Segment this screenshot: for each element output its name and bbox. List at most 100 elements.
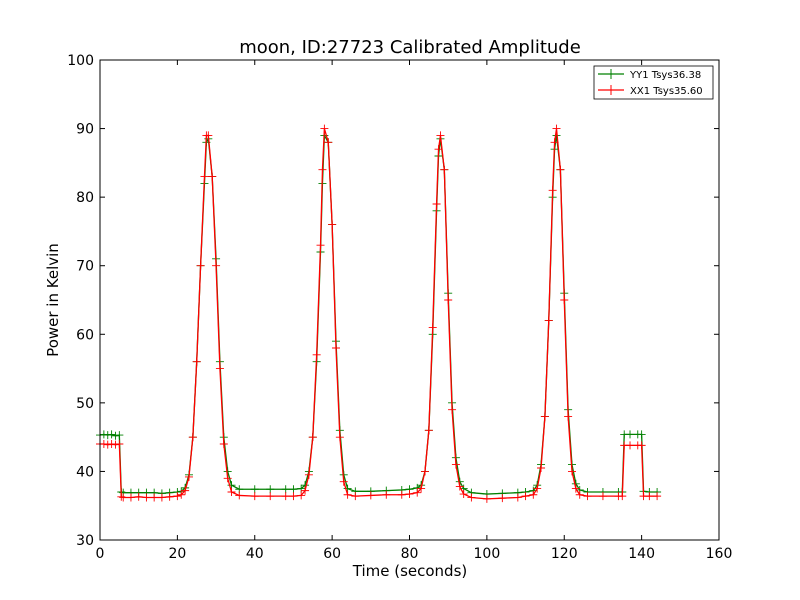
data-point	[150, 493, 159, 502]
data-point	[537, 464, 546, 472]
data-point	[117, 492, 126, 501]
data-point	[324, 138, 333, 147]
data-point	[188, 433, 197, 442]
data-point	[343, 490, 352, 499]
y-axis-label: Power in Kelvin	[44, 243, 62, 357]
data-point	[548, 186, 557, 195]
data-point	[434, 145, 443, 154]
data-point	[645, 492, 654, 501]
data-point	[598, 492, 607, 501]
y-tick-label: 40	[76, 464, 94, 480]
data-point	[513, 493, 522, 502]
data-point	[219, 440, 228, 448]
data-point	[550, 138, 559, 147]
x-tick-label: 80	[401, 546, 419, 562]
data-point	[498, 494, 507, 503]
data-point	[281, 485, 290, 494]
data-point	[618, 492, 627, 501]
series-layer	[96, 124, 662, 503]
legend-entry-xx1: XX1 Tsys35.60	[598, 85, 703, 97]
x-tick-label: 140	[628, 546, 655, 562]
data-point	[103, 440, 112, 449]
legend-label-xx1: XX1 Tsys35.60	[630, 86, 703, 97]
data-point	[111, 440, 120, 449]
data-point	[200, 172, 209, 181]
data-point	[417, 484, 426, 493]
x-tick-label: 0	[96, 546, 105, 562]
data-point	[413, 488, 422, 497]
data-point	[440, 165, 449, 174]
data-point	[482, 494, 491, 503]
data-point	[181, 486, 190, 495]
data-point	[544, 316, 553, 325]
data-point	[204, 131, 213, 140]
data-point	[567, 467, 576, 476]
data-point	[250, 492, 259, 501]
legend-entry-yy1: YY1 Tsys36.38	[598, 69, 701, 81]
data-point	[308, 433, 317, 442]
data-point	[448, 405, 457, 414]
series-xx1	[96, 124, 662, 503]
data-point	[223, 474, 232, 483]
y-tick-label: 70	[76, 259, 94, 275]
data-point	[115, 440, 124, 448]
data-point	[304, 470, 313, 479]
data-point	[320, 124, 329, 133]
data-point	[552, 124, 561, 133]
plot-frame	[99, 59, 720, 541]
data-point	[177, 490, 186, 499]
data-point	[424, 426, 433, 435]
data-point	[626, 441, 635, 450]
data-point	[142, 493, 151, 502]
data-point	[533, 484, 542, 493]
y-tick-label: 100	[67, 53, 94, 69]
data-point	[451, 460, 460, 469]
data-point	[339, 477, 348, 486]
y-tick-labels: 30 40 50 60 70 80 90 100	[67, 53, 94, 549]
x-tick-label: 60	[323, 546, 341, 562]
data-point	[99, 440, 108, 448]
data-point	[575, 490, 584, 499]
plot-background	[100, 60, 719, 540]
data-point	[184, 472, 193, 481]
data-point	[297, 491, 306, 500]
y-tick-label: 60	[76, 327, 94, 343]
data-point	[556, 165, 565, 174]
data-point	[637, 430, 646, 439]
x-tick-label: 120	[551, 546, 578, 562]
data-point	[405, 490, 414, 499]
data-point	[436, 131, 445, 140]
data-point	[444, 296, 453, 304]
data-point	[196, 261, 205, 270]
data-point	[382, 490, 391, 499]
data-point	[134, 492, 143, 501]
data-point	[289, 485, 298, 494]
data-point	[626, 430, 635, 439]
data-point	[331, 344, 340, 352]
data-point	[432, 200, 441, 208]
data-point	[351, 492, 360, 501]
data-point	[318, 165, 327, 174]
x-tick-label: 40	[246, 546, 264, 562]
data-point	[235, 491, 244, 500]
legend-marker-yy1	[606, 69, 616, 79]
data-point	[281, 492, 290, 501]
y-tick-label: 30	[76, 533, 94, 549]
plot-area	[96, 59, 720, 541]
data-point	[312, 350, 321, 359]
data-point	[459, 490, 468, 499]
data-point	[227, 488, 236, 496]
data-point	[103, 431, 112, 440]
data-point	[266, 492, 275, 501]
data-point	[366, 491, 375, 500]
data-point	[250, 485, 259, 494]
x-tick-label: 160	[706, 546, 733, 562]
data-point	[165, 492, 174, 501]
data-point	[227, 481, 236, 490]
data-point	[111, 431, 120, 440]
chart-title: moon, ID:27723 Calibrated Amplitude	[239, 37, 581, 58]
data-point	[107, 430, 116, 439]
data-point	[297, 484, 306, 493]
x-tick-label: 100	[474, 546, 501, 562]
